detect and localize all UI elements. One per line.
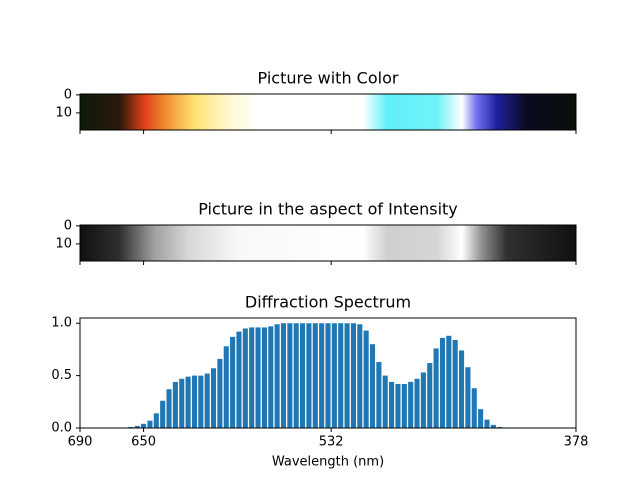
x-tick-label: 378 bbox=[564, 435, 589, 450]
bar bbox=[223, 346, 229, 428]
bar bbox=[414, 378, 420, 428]
bar bbox=[319, 323, 325, 428]
x-tick-label: 650 bbox=[131, 435, 156, 450]
bar bbox=[312, 323, 318, 428]
y-tick-label: 0.0 bbox=[51, 421, 72, 436]
bar bbox=[369, 344, 376, 428]
bar bbox=[338, 323, 344, 428]
bar bbox=[446, 335, 452, 428]
bar bbox=[433, 348, 439, 428]
bar bbox=[420, 372, 426, 428]
bar bbox=[478, 409, 484, 428]
x-tick-label: 532 bbox=[319, 435, 344, 450]
bar bbox=[395, 384, 401, 428]
bar bbox=[300, 323, 306, 428]
bar bbox=[153, 413, 159, 428]
bar bbox=[179, 378, 185, 428]
bar bbox=[128, 426, 134, 428]
bar bbox=[210, 368, 217, 428]
axes-frame bbox=[79, 93, 577, 131]
chart-title: Picture with Color bbox=[258, 69, 399, 88]
bar bbox=[331, 323, 337, 428]
bar bbox=[141, 423, 147, 428]
bar bbox=[166, 389, 172, 428]
y-tick-label: 0 bbox=[64, 218, 72, 233]
bar bbox=[185, 376, 191, 428]
bar bbox=[344, 323, 350, 428]
bar bbox=[204, 373, 210, 428]
bar bbox=[255, 327, 261, 428]
bar bbox=[427, 363, 433, 428]
bar bbox=[147, 420, 153, 428]
bar bbox=[363, 330, 369, 428]
y-tick-label: 10 bbox=[55, 236, 72, 251]
bar bbox=[389, 381, 395, 428]
bar bbox=[242, 328, 248, 428]
bar bbox=[452, 340, 458, 428]
bar bbox=[350, 323, 356, 428]
axes-frame bbox=[79, 224, 577, 262]
bar bbox=[274, 324, 280, 428]
picture bbox=[80, 94, 576, 130]
bar bbox=[382, 375, 388, 428]
bar bbox=[287, 323, 293, 428]
bar bbox=[261, 327, 267, 428]
x-tick-label: 690 bbox=[68, 435, 93, 450]
y-tick-label: 0 bbox=[64, 87, 72, 102]
axes-frame bbox=[79, 317, 577, 429]
bar bbox=[325, 323, 331, 428]
bar bbox=[134, 425, 140, 428]
bar bbox=[198, 375, 204, 428]
bar bbox=[293, 323, 299, 428]
y-tick-label: 10 bbox=[55, 105, 72, 120]
bar bbox=[401, 384, 407, 428]
bar bbox=[249, 327, 255, 428]
bar bbox=[191, 375, 198, 428]
bar bbox=[376, 362, 382, 428]
bar bbox=[357, 324, 363, 428]
bar bbox=[230, 336, 236, 428]
bar bbox=[458, 350, 465, 428]
bar bbox=[172, 381, 178, 428]
chart-title: Picture in the aspect of Intensity bbox=[198, 200, 458, 219]
bar bbox=[160, 400, 166, 428]
y-tick-label: 1.0 bbox=[51, 316, 72, 331]
bar bbox=[268, 326, 274, 428]
bar bbox=[280, 323, 287, 428]
bar bbox=[439, 337, 446, 428]
bar bbox=[217, 358, 223, 428]
y-tick-label: 0.5 bbox=[51, 368, 72, 383]
bar bbox=[236, 331, 242, 428]
bar bbox=[484, 419, 490, 428]
chart-title: Diffraction Spectrum bbox=[245, 293, 411, 312]
x-axis-label: Wavelength (nm) bbox=[272, 455, 384, 470]
bar bbox=[471, 388, 477, 428]
bar bbox=[490, 424, 496, 428]
picture bbox=[80, 225, 576, 261]
bar bbox=[408, 381, 414, 428]
bar bbox=[465, 367, 471, 428]
bar bbox=[497, 426, 503, 428]
bar bbox=[306, 323, 312, 428]
